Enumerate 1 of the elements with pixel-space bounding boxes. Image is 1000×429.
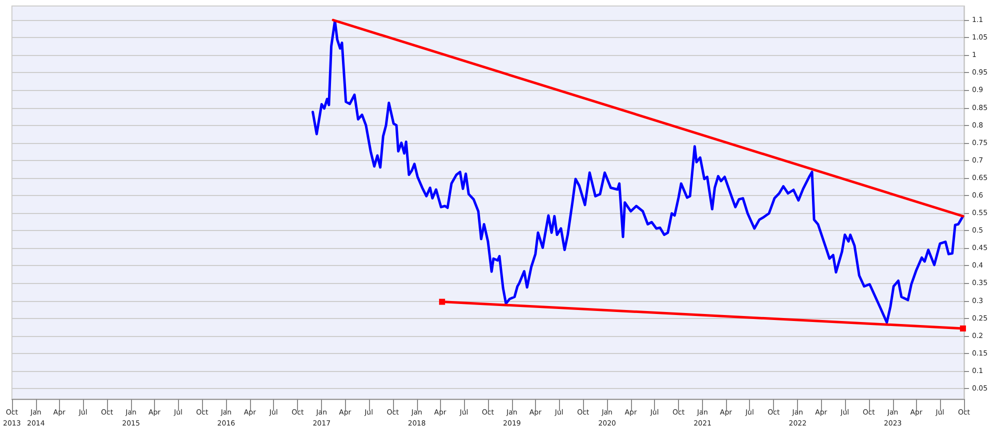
line-series (312, 19, 964, 324)
